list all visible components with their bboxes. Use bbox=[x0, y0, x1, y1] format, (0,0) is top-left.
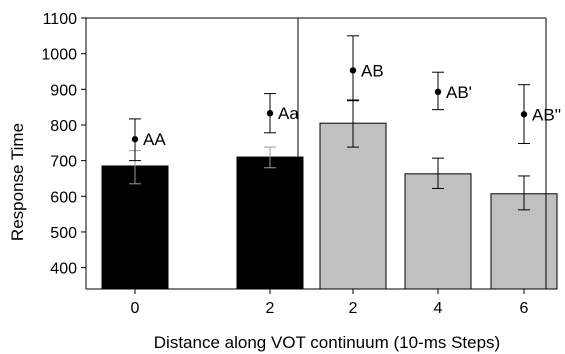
data-point bbox=[266, 110, 274, 117]
x-tick-label: 4 bbox=[434, 300, 443, 317]
point-label: AA bbox=[143, 130, 166, 149]
y-tick-label: 500 bbox=[50, 225, 77, 242]
y-tick-label: 1000 bbox=[41, 47, 77, 64]
y-tick-label: 900 bbox=[50, 82, 77, 99]
data-point bbox=[434, 88, 442, 96]
x-tick-label: 6 bbox=[520, 300, 529, 317]
point-label: AB bbox=[361, 61, 384, 80]
point-label: AB'' bbox=[532, 105, 561, 124]
point-label: Aa bbox=[278, 104, 299, 123]
bar bbox=[404, 173, 472, 290]
x-tick-label: 2 bbox=[266, 300, 275, 317]
points-layer: AA Aa AB AB' AB'' bbox=[129, 35, 561, 162]
y-axis-title: Response Time bbox=[8, 123, 27, 241]
bar bbox=[319, 122, 387, 290]
x-tick-label: 2 bbox=[349, 300, 358, 317]
bar bbox=[101, 165, 169, 290]
ticks-layer: 400 500 600 700 800 900 1000 1100 0 2 2 4 6 bbox=[41, 11, 528, 317]
y-tick-label: 700 bbox=[50, 154, 77, 171]
y-tick-label: 600 bbox=[50, 189, 77, 206]
y-tick-label: 800 bbox=[50, 118, 77, 135]
point-label: AB' bbox=[446, 83, 472, 102]
y-tick-label: 1100 bbox=[43, 11, 78, 28]
x-tick-label: 0 bbox=[131, 300, 140, 317]
y-tick-label: 400 bbox=[50, 261, 77, 278]
data-point bbox=[349, 67, 357, 74]
x-axis-title: Distance along VOT continuum (10-ms Step… bbox=[154, 333, 500, 352]
bar bbox=[236, 156, 304, 290]
data-point bbox=[520, 111, 528, 118]
bars-layer bbox=[101, 122, 558, 290]
axes-layer bbox=[85, 17, 547, 290]
data-point bbox=[131, 136, 139, 143]
